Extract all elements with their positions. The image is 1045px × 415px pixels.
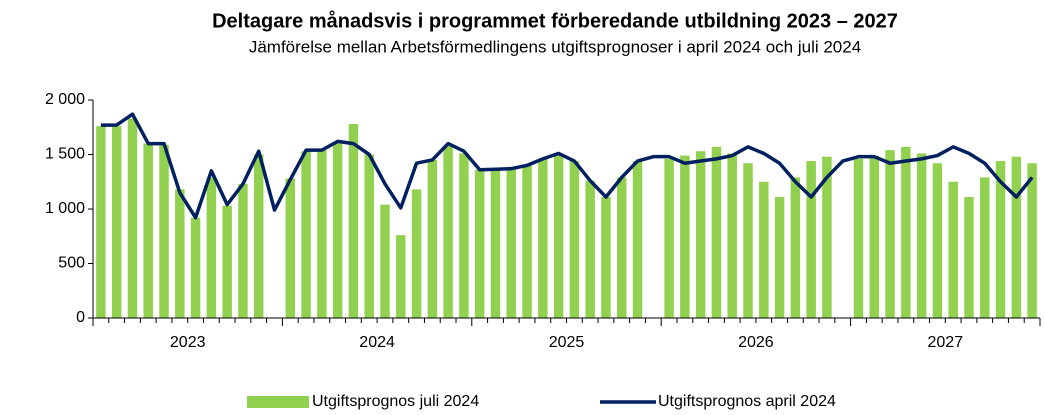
bar bbox=[901, 146, 911, 318]
bar bbox=[238, 183, 248, 318]
bar bbox=[995, 161, 1006, 318]
bar bbox=[617, 177, 627, 318]
bar bbox=[585, 180, 595, 318]
bar bbox=[569, 161, 580, 318]
bar bbox=[553, 155, 564, 318]
y-tick-label: 1 000 bbox=[45, 200, 85, 217]
chart-title: Deltagare månadsvis i programmet förbere… bbox=[212, 9, 898, 32]
bar bbox=[206, 177, 217, 318]
bar bbox=[774, 197, 785, 318]
bar bbox=[159, 144, 169, 318]
bar bbox=[538, 158, 548, 318]
bar bbox=[853, 158, 864, 318]
bar bbox=[474, 169, 485, 318]
bar bbox=[317, 150, 327, 318]
bar bbox=[711, 146, 722, 318]
bar bbox=[806, 161, 816, 318]
x-tick-label: 2025 bbox=[549, 334, 585, 351]
bar bbox=[396, 235, 406, 318]
x-tick-label: 2026 bbox=[738, 334, 774, 351]
x-tick-label: 2024 bbox=[359, 334, 395, 351]
bar bbox=[175, 189, 185, 318]
bar bbox=[885, 150, 895, 318]
line bbox=[100, 112, 1034, 220]
bar bbox=[411, 189, 422, 318]
bar bbox=[111, 126, 122, 318]
bar bbox=[506, 168, 516, 318]
bar bbox=[964, 197, 974, 318]
chart-subtitle: Jämförelse mellan Arbetsförmedlingens ut… bbox=[249, 37, 861, 56]
bar bbox=[222, 205, 232, 318]
bar bbox=[916, 153, 927, 318]
bar bbox=[285, 178, 296, 318]
bar bbox=[490, 169, 501, 318]
bar bbox=[790, 177, 801, 318]
legend-label: Utgiftsprognos juli 2024 bbox=[312, 393, 479, 410]
bar bbox=[190, 217, 201, 318]
bar bbox=[364, 154, 374, 318]
bar bbox=[664, 158, 674, 318]
y-tick-label: 500 bbox=[58, 255, 85, 272]
x-tick-label: 2023 bbox=[170, 334, 206, 351]
bar bbox=[932, 163, 943, 318]
bar bbox=[443, 145, 453, 318]
bar bbox=[1027, 163, 1037, 318]
bar bbox=[127, 118, 138, 318]
bar bbox=[380, 204, 390, 318]
y-tick-label: 1 500 bbox=[45, 146, 85, 163]
bar bbox=[427, 159, 438, 318]
bar bbox=[459, 153, 469, 318]
bar bbox=[980, 177, 990, 318]
bar bbox=[96, 126, 106, 318]
bar bbox=[143, 143, 153, 318]
bar bbox=[948, 181, 958, 318]
bar bbox=[632, 161, 643, 318]
bar bbox=[332, 143, 343, 318]
bar bbox=[743, 163, 753, 318]
bar bbox=[1011, 156, 1022, 318]
legend-swatch bbox=[247, 396, 309, 408]
y-tick-label: 0 bbox=[76, 309, 85, 326]
bar bbox=[822, 156, 832, 318]
bar bbox=[680, 155, 690, 318]
bar bbox=[301, 151, 311, 318]
bar bbox=[695, 151, 706, 318]
legend-label: Utgiftsprognos april 2024 bbox=[658, 393, 836, 410]
bar bbox=[253, 154, 264, 318]
bar bbox=[348, 123, 359, 318]
bar bbox=[601, 197, 611, 318]
bar bbox=[869, 155, 880, 318]
bar bbox=[522, 165, 532, 318]
bar bbox=[759, 181, 769, 318]
bar bbox=[727, 153, 737, 318]
y-tick-label: 2 000 bbox=[45, 91, 85, 108]
x-tick-label: 2027 bbox=[928, 334, 964, 351]
